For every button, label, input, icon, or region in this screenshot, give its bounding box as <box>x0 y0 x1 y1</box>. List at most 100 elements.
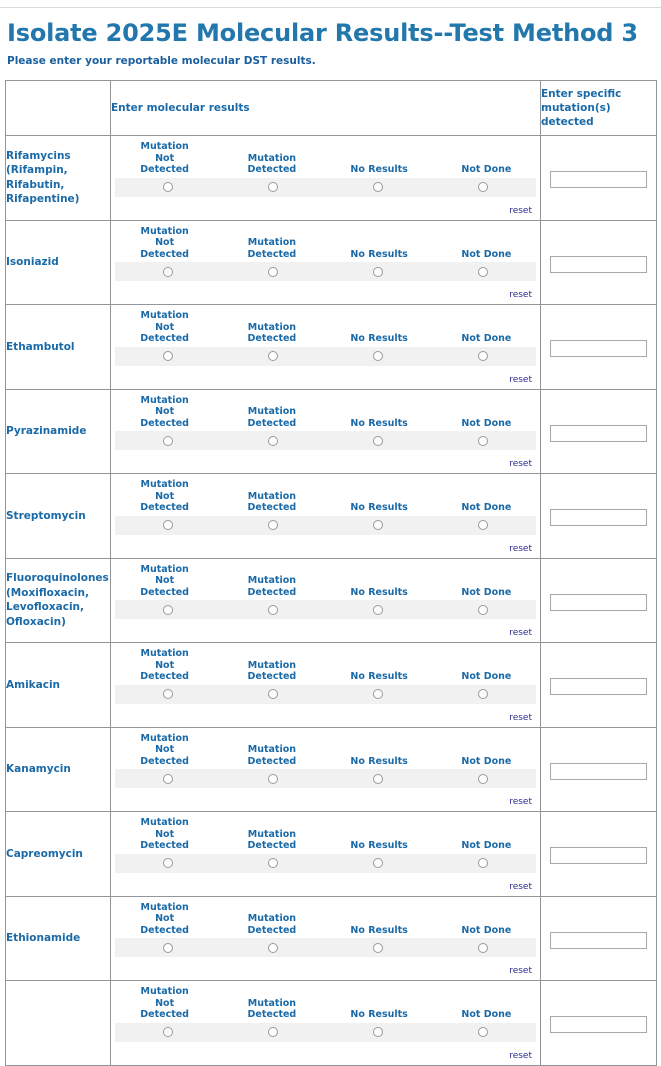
radio-option[interactable] <box>115 942 220 953</box>
radio-button[interactable] <box>478 773 489 784</box>
radio-option[interactable] <box>326 604 431 615</box>
radio-button[interactable] <box>373 689 384 699</box>
reset-link[interactable]: reset <box>509 712 532 723</box>
mutation-input[interactable] <box>550 762 647 780</box>
mutation-input[interactable] <box>550 1016 647 1034</box>
mutation-input[interactable] <box>550 424 647 442</box>
reset-link[interactable]: reset <box>509 1050 532 1061</box>
radio-button[interactable] <box>478 1027 489 1037</box>
radio-button[interactable] <box>478 689 489 699</box>
radio-option[interactable] <box>220 1027 325 1037</box>
reset-link[interactable]: reset <box>509 459 532 469</box>
radio-button[interactable] <box>478 520 489 530</box>
radio-button[interactable] <box>373 266 384 277</box>
radio-option[interactable] <box>326 858 431 868</box>
radio-button[interactable] <box>373 435 384 446</box>
radio-option[interactable] <box>326 266 431 277</box>
radio-option[interactable] <box>115 182 220 192</box>
radio-button[interactable] <box>267 266 278 277</box>
radio-button[interactable] <box>373 1027 384 1037</box>
radio-button[interactable] <box>162 182 173 192</box>
radio-option[interactable] <box>220 604 325 615</box>
radio-button[interactable] <box>162 604 173 615</box>
radio-option[interactable] <box>115 351 220 361</box>
radio-option[interactable] <box>220 689 325 699</box>
radio-button[interactable] <box>478 858 489 868</box>
radio-button[interactable] <box>373 942 384 953</box>
radio-button[interactable] <box>162 689 173 699</box>
radio-option[interactable] <box>220 520 325 530</box>
radio-option[interactable] <box>115 435 220 446</box>
radio-button[interactable] <box>373 182 384 192</box>
radio-option[interactable] <box>115 520 220 530</box>
radio-button[interactable] <box>267 604 278 615</box>
radio-option[interactable] <box>326 351 431 361</box>
radio-option[interactable] <box>326 1027 431 1037</box>
radio-option[interactable] <box>431 266 536 277</box>
radio-option[interactable] <box>431 604 536 615</box>
radio-button[interactable] <box>373 604 384 615</box>
radio-button[interactable] <box>162 266 173 277</box>
radio-button[interactable] <box>373 773 384 784</box>
radio-option[interactable] <box>326 435 431 446</box>
radio-option[interactable] <box>115 858 220 868</box>
radio-button[interactable] <box>478 266 489 277</box>
radio-button[interactable] <box>373 351 384 361</box>
radio-option[interactable] <box>431 773 536 784</box>
reset-link[interactable]: reset <box>509 797 532 807</box>
radio-option[interactable] <box>220 942 325 953</box>
mutation-input[interactable] <box>550 678 647 696</box>
radio-option[interactable] <box>115 689 220 699</box>
mutation-input[interactable] <box>550 593 647 611</box>
radio-button[interactable] <box>162 773 173 784</box>
mutation-input[interactable] <box>550 509 647 527</box>
radio-button[interactable] <box>373 858 384 868</box>
mutation-input[interactable] <box>550 847 647 865</box>
mutation-input[interactable] <box>550 931 647 949</box>
radio-option[interactable] <box>431 520 536 530</box>
reset-link[interactable]: reset <box>509 205 532 216</box>
radio-option[interactable] <box>220 182 325 192</box>
reset-link[interactable]: reset <box>509 966 532 976</box>
radio-button[interactable] <box>267 942 278 953</box>
radio-option[interactable] <box>326 942 431 953</box>
radio-button[interactable] <box>267 1027 278 1037</box>
radio-button[interactable] <box>267 858 278 868</box>
radio-button[interactable] <box>267 182 278 192</box>
radio-button[interactable] <box>162 1027 173 1037</box>
reset-link[interactable]: reset <box>509 543 532 554</box>
radio-option[interactable] <box>115 1027 220 1037</box>
radio-button[interactable] <box>162 520 173 530</box>
radio-option[interactable] <box>326 520 431 530</box>
reset-link[interactable]: reset <box>509 881 532 892</box>
radio-button[interactable] <box>478 435 489 446</box>
radio-option[interactable] <box>431 942 536 953</box>
radio-button[interactable] <box>478 182 489 192</box>
mutation-input[interactable] <box>550 171 647 189</box>
reset-link[interactable]: reset <box>509 290 532 300</box>
radio-button[interactable] <box>267 520 278 530</box>
radio-option[interactable] <box>220 858 325 868</box>
radio-option[interactable] <box>115 604 220 615</box>
radio-button[interactable] <box>162 942 173 953</box>
radio-option[interactable] <box>431 182 536 192</box>
radio-button[interactable] <box>162 858 173 868</box>
radio-button[interactable] <box>478 351 489 361</box>
radio-option[interactable] <box>326 773 431 784</box>
radio-option[interactable] <box>431 689 536 699</box>
radio-button[interactable] <box>162 351 173 361</box>
radio-option[interactable] <box>115 773 220 784</box>
radio-option[interactable] <box>431 351 536 361</box>
radio-option[interactable] <box>431 1027 536 1037</box>
reset-link[interactable]: reset <box>509 374 532 385</box>
radio-button[interactable] <box>373 520 384 530</box>
radio-option[interactable] <box>115 266 220 277</box>
mutation-input[interactable] <box>550 340 647 358</box>
radio-option[interactable] <box>326 182 431 192</box>
mutation-input[interactable] <box>550 255 647 273</box>
radio-button[interactable] <box>478 604 489 615</box>
radio-option[interactable] <box>431 435 536 446</box>
reset-link[interactable]: reset <box>509 628 532 638</box>
radio-button[interactable] <box>478 942 489 953</box>
radio-option[interactable] <box>326 689 431 699</box>
